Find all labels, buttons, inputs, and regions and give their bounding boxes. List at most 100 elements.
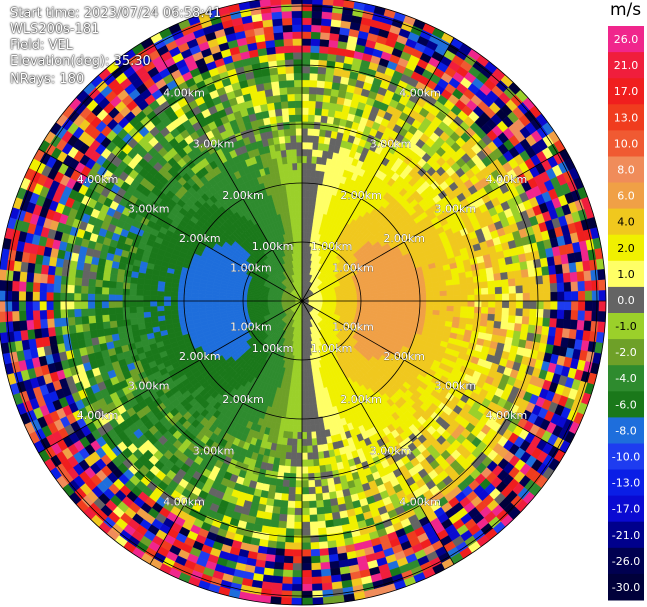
range-gate [419, 296, 427, 302]
range-gate [301, 500, 310, 509]
range-gate [542, 317, 551, 328]
range-gate [472, 318, 481, 327]
range-gate [294, 487, 303, 495]
range-gate [307, 135, 314, 143]
range-gate [384, 297, 392, 302]
range-gate [512, 262, 522, 272]
range-gate [460, 294, 469, 302]
range-gate [324, 512, 334, 522]
range-gate [591, 310, 600, 322]
range-gate [460, 300, 469, 308]
range-gate [304, 383, 309, 392]
range-gate [384, 300, 392, 305]
range-gate [283, 548, 294, 557]
range-gate [515, 293, 524, 302]
range-gate [492, 265, 501, 275]
range-gate [310, 31, 322, 40]
range-gate [303, 362, 308, 371]
range-gate [555, 273, 565, 284]
range-gate [301, 93, 310, 102]
range-gate [501, 286, 510, 295]
range-gate [554, 327, 564, 338]
range-gate [301, 487, 310, 495]
range-gate [439, 295, 448, 302]
range-gate [308, 486, 316, 495]
range-gate [277, 464, 285, 474]
range-gate [301, 141, 308, 150]
range-gate [426, 300, 434, 306]
range-gate [301, 369, 305, 378]
range-gate [576, 271, 585, 282]
range-gate [328, 491, 338, 500]
range-gate [306, 148, 313, 157]
range-gate [598, 311, 607, 323]
range-gate [432, 291, 441, 297]
range-gate [310, 431, 317, 440]
range-gate [294, 494, 303, 502]
range-gate [501, 300, 510, 309]
range-gate [278, 513, 288, 522]
range-gate [317, 520, 327, 529]
range-gate [294, 507, 303, 516]
range-gate [291, 438, 298, 447]
range-gate [304, 204, 309, 212]
range-gate [310, 562, 322, 571]
range-gate [501, 279, 510, 288]
range-gate [329, 25, 341, 35]
range-gate [460, 289, 468, 296]
range-gate [310, 38, 321, 47]
range-gate [590, 320, 599, 333]
range-gate [319, 38, 330, 48]
range-gate [467, 288, 475, 296]
range-gate [583, 270, 592, 282]
range-gate [314, 486, 323, 495]
range-gate [301, 197, 306, 205]
range-gate [311, 10, 323, 19]
range-gate [513, 323, 523, 333]
range-gate [501, 307, 510, 316]
range-gate [316, 444, 324, 453]
range-gate [507, 278, 516, 287]
range-gate [301, 438, 308, 447]
range-gate [571, 300, 579, 311]
range-gate [452, 284, 461, 291]
range-gate [301, 549, 312, 557]
range-gate [557, 300, 565, 311]
range-gate [277, 520, 287, 529]
range-gate [270, 589, 283, 598]
range-gate [275, 541, 286, 550]
range-gate [309, 514, 318, 523]
range-gate [282, 479, 290, 488]
range-gate [488, 300, 496, 309]
range-gate [522, 292, 531, 302]
range-gate [301, 86, 310, 95]
range-gate [275, 548, 285, 557]
range-gate [308, 507, 318, 516]
range-gate [515, 300, 524, 309]
range-gate [281, 576, 293, 585]
range-gate [319, 128, 327, 138]
range-gate [474, 294, 482, 302]
range-gate [305, 183, 311, 191]
range-gate [541, 326, 550, 336]
range-gate [453, 289, 462, 296]
range-gate [505, 263, 515, 273]
range-gate [301, 494, 310, 502]
range-gate [301, 79, 310, 88]
range-gate [285, 445, 293, 453]
range-gate [325, 470, 334, 480]
range-gate [563, 309, 572, 321]
range-gate [327, 53, 337, 62]
range-gate [301, 452, 308, 461]
range-gate [465, 270, 474, 279]
range-gate [272, 568, 284, 577]
range-gate [312, 451, 319, 460]
range-gate [564, 291, 572, 302]
range-gate [321, 485, 330, 494]
range-gate [310, 45, 321, 54]
range-gate [330, 504, 340, 514]
range-gate [493, 320, 502, 330]
range-gate [412, 296, 420, 302]
range-gate [294, 500, 303, 509]
